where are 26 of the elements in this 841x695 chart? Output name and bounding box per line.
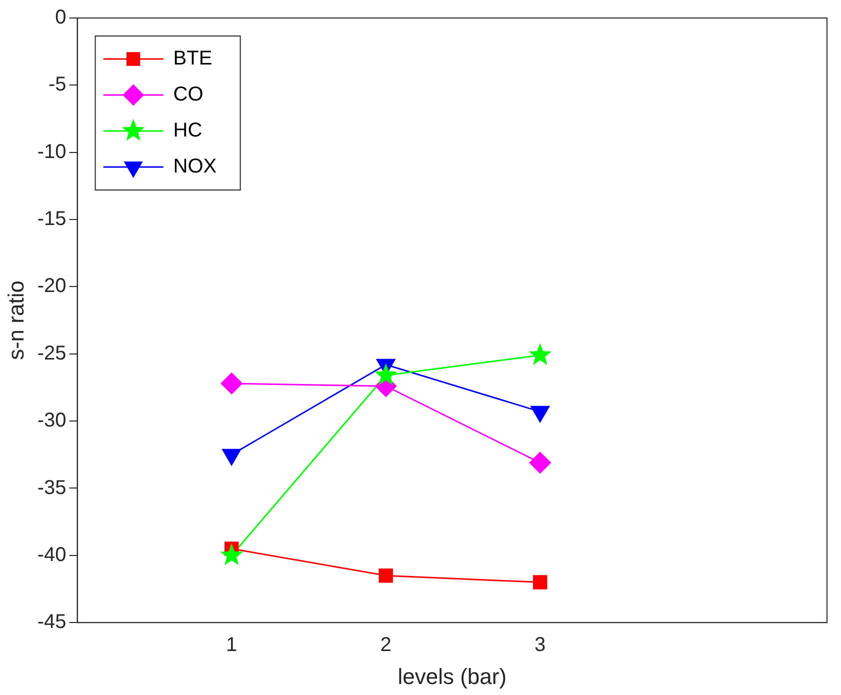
y-tick-label: 0 (55, 6, 66, 29)
point (220, 372, 242, 394)
point (220, 543, 243, 566)
point (374, 363, 398, 386)
y-axis-title: s-n ratio (3, 280, 28, 360)
point (378, 568, 393, 583)
point (528, 343, 552, 365)
y-tick-label: -5 (48, 74, 66, 96)
x-axis-title: levels (bar) (398, 664, 507, 689)
x-tick-label: 3 (534, 634, 546, 656)
legend-label: BTE (173, 48, 212, 70)
legend-label: HC (173, 120, 202, 142)
legend-label: CO (173, 84, 204, 106)
x-tick-label: 1 (226, 634, 238, 656)
y-tick-label: -35 (37, 476, 66, 499)
y-tick-label: -10 (37, 140, 66, 163)
y-tick-label: -30 (37, 410, 66, 432)
y-tick-label: -40 (37, 544, 66, 566)
y-tick-label: -15 (37, 208, 66, 230)
y-tick-label: -25 (37, 342, 66, 364)
legend-label: NOX (173, 156, 217, 178)
point (532, 575, 548, 590)
point (529, 452, 551, 474)
y-tick-label: -20 (37, 275, 66, 298)
x-tick-label: 2 (380, 634, 392, 656)
y-tick-label: -45 (37, 611, 66, 634)
